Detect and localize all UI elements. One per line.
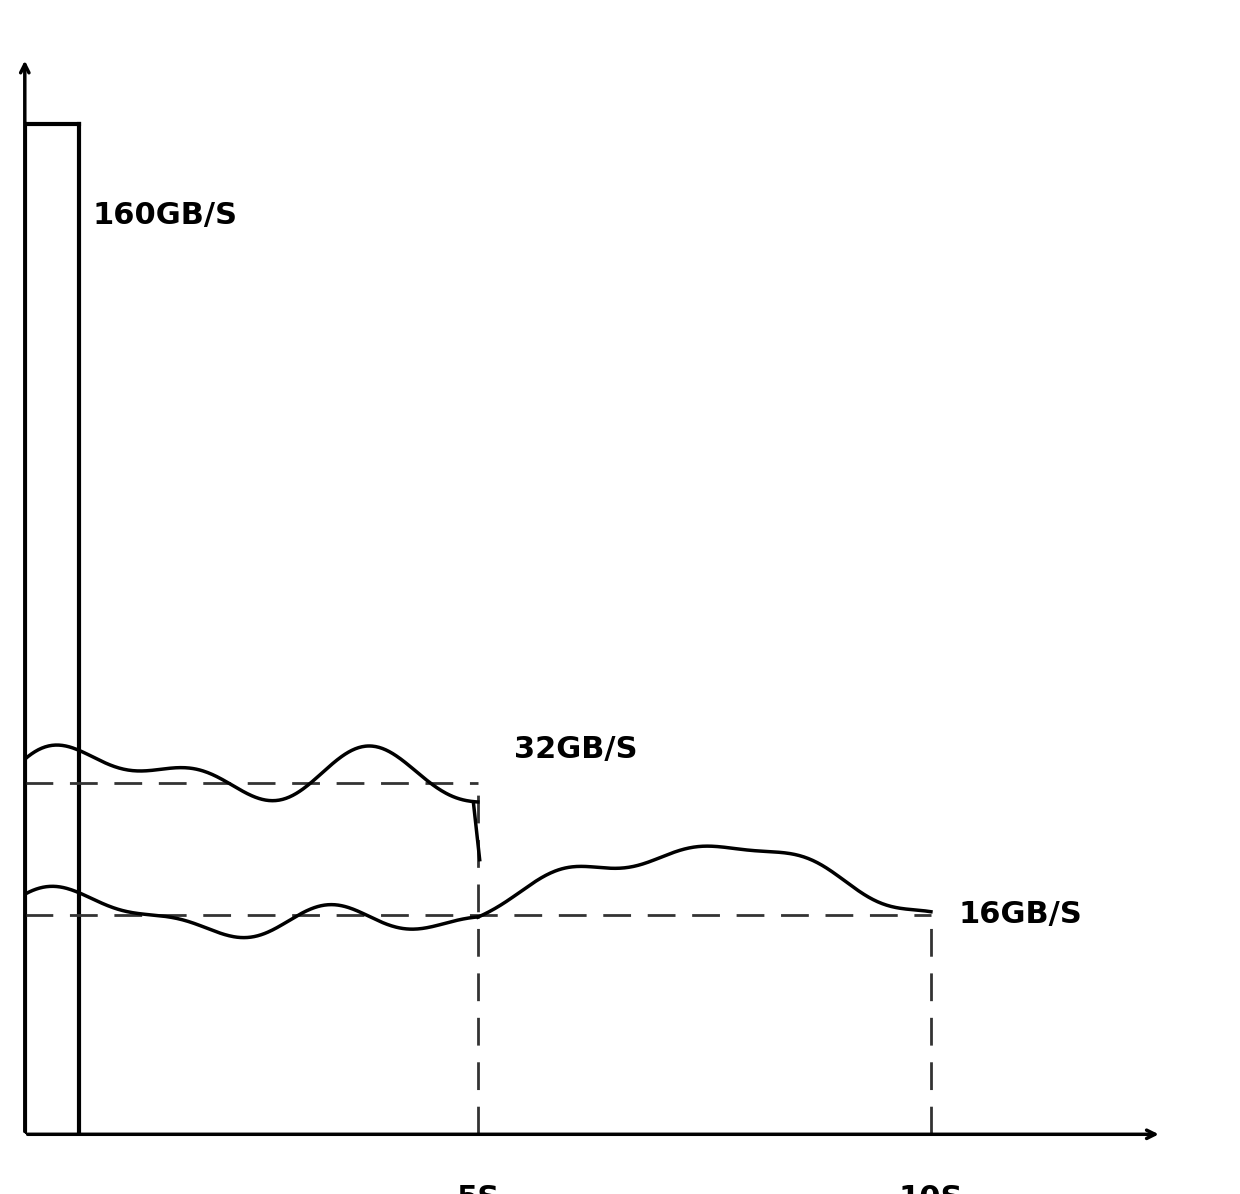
Text: 10S: 10S xyxy=(899,1183,963,1194)
Text: 160GB/S: 160GB/S xyxy=(93,201,238,229)
Text: 5S: 5S xyxy=(456,1183,500,1194)
Text: 16GB/S: 16GB/S xyxy=(959,900,1081,929)
Text: 32GB/S: 32GB/S xyxy=(515,736,637,764)
